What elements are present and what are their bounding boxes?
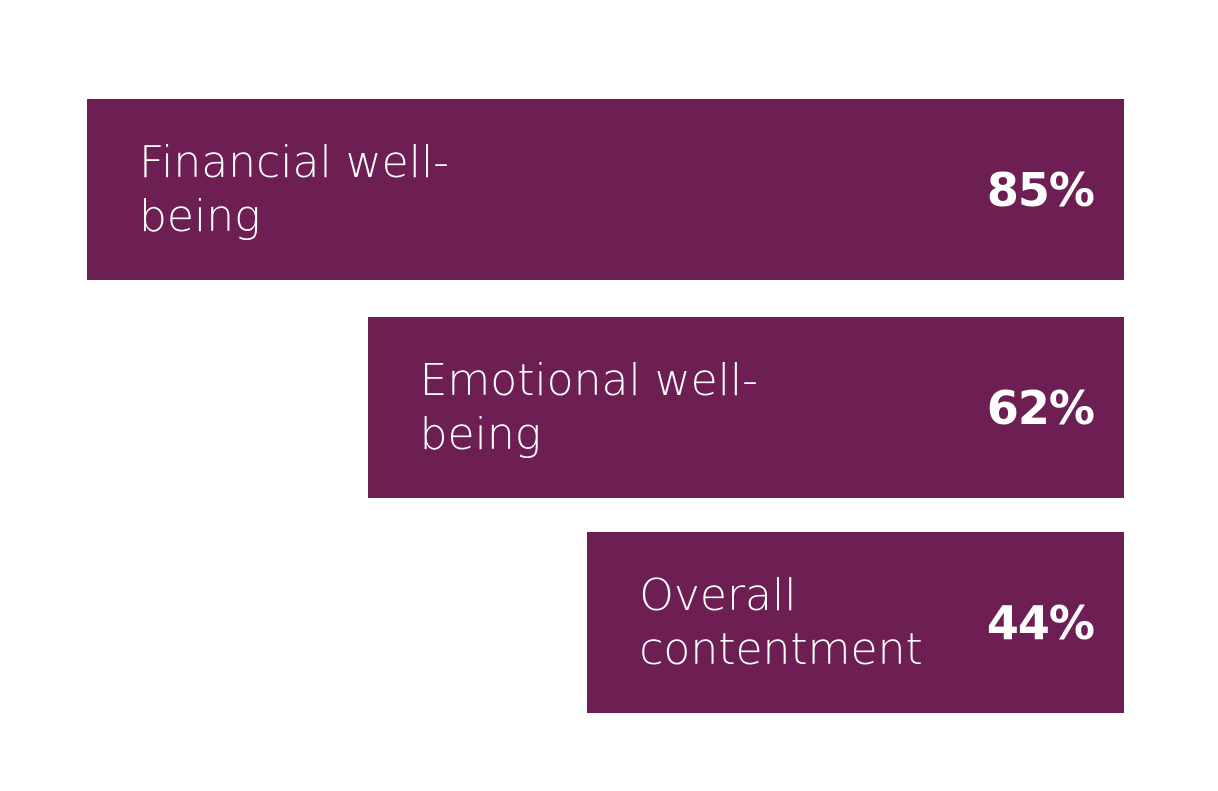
value-label: 85% [986,162,1095,217]
category-label: Emotional well-being [419,354,759,460]
value-label: 44% [986,595,1095,650]
bar: Emotional well-being 62% [367,317,1124,498]
value-label: 62% [986,380,1095,435]
category-label: Overall contentment [639,569,923,675]
category-label: Financial well-being [139,136,450,242]
bar: Financial well-being 85% [87,99,1124,280]
bar: Overall contentment 44% [587,532,1124,713]
